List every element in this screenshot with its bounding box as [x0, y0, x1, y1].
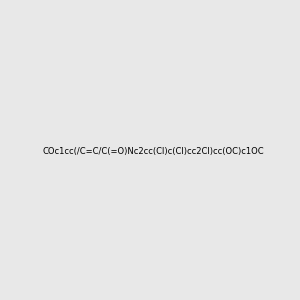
- Text: COc1cc(/C=C/C(=O)Nc2cc(Cl)c(Cl)cc2Cl)cc(OC)c1OC: COc1cc(/C=C/C(=O)Nc2cc(Cl)c(Cl)cc2Cl)cc(…: [43, 147, 265, 156]
